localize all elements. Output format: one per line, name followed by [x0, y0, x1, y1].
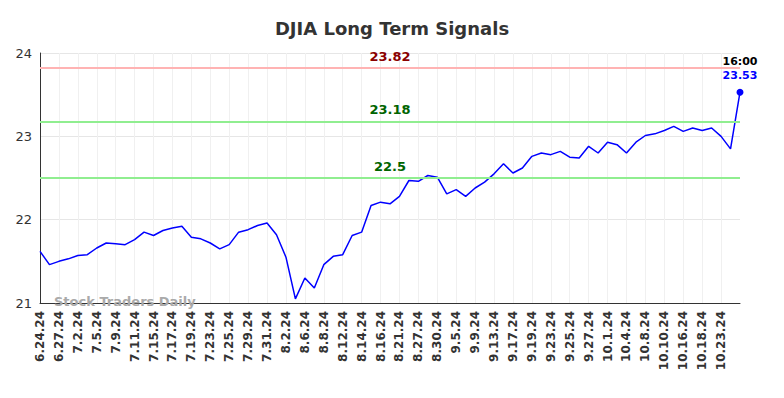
svg-text:9.25.24: 9.25.24	[563, 311, 577, 362]
svg-text:6.27.24: 6.27.24	[52, 311, 66, 362]
svg-text:23.82: 23.82	[369, 49, 410, 64]
svg-text:10.18.24: 10.18.24	[695, 311, 709, 370]
svg-text:8.27.24: 8.27.24	[411, 311, 425, 362]
svg-text:8.6.24: 8.6.24	[298, 311, 312, 354]
svg-text:10.8.24: 10.8.24	[638, 311, 652, 362]
svg-text:7.9.24: 7.9.24	[109, 311, 123, 354]
svg-text:10.1.24: 10.1.24	[601, 311, 615, 362]
svg-text:7.23.24: 7.23.24	[203, 311, 217, 362]
svg-text:22: 22	[15, 212, 32, 227]
svg-text:8.2.24: 8.2.24	[279, 311, 293, 354]
svg-text:7.2.24: 7.2.24	[71, 311, 85, 354]
svg-text:DJIA Long Term Signals: DJIA Long Term Signals	[275, 18, 509, 39]
svg-text:8.12.24: 8.12.24	[336, 311, 350, 362]
svg-text:7.31.24: 7.31.24	[260, 311, 274, 362]
svg-text:23.18: 23.18	[369, 102, 410, 117]
svg-text:8.21.24: 8.21.24	[392, 311, 406, 362]
svg-text:6.24.24: 6.24.24	[33, 311, 47, 362]
svg-text:22.5: 22.5	[374, 159, 406, 174]
svg-text:23.53: 23.53	[723, 69, 758, 82]
svg-text:10.4.24: 10.4.24	[619, 311, 633, 362]
svg-text:7.15.24: 7.15.24	[147, 311, 161, 362]
svg-text:23: 23	[15, 129, 32, 144]
svg-text:21: 21	[15, 296, 32, 311]
svg-text:9.5.24: 9.5.24	[449, 311, 463, 354]
svg-text:8.14.24: 8.14.24	[355, 311, 369, 362]
svg-text:10.16.24: 10.16.24	[676, 311, 690, 370]
svg-text:9.17.24: 9.17.24	[506, 311, 520, 362]
svg-text:9.23.24: 9.23.24	[544, 311, 558, 362]
svg-text:9.13.24: 9.13.24	[487, 311, 501, 362]
svg-text:7.25.24: 7.25.24	[222, 311, 236, 362]
svg-text:7.17.24: 7.17.24	[165, 311, 179, 362]
svg-text:9.19.24: 9.19.24	[525, 311, 539, 362]
svg-text:10.23.24: 10.23.24	[714, 311, 728, 370]
svg-text:10.10.24: 10.10.24	[657, 311, 671, 370]
svg-text:8.8.24: 8.8.24	[317, 311, 331, 354]
svg-text:24: 24	[15, 46, 32, 61]
svg-text:7.29.24: 7.29.24	[241, 311, 255, 362]
svg-text:8.16.24: 8.16.24	[374, 311, 388, 362]
svg-text:16:00: 16:00	[722, 55, 757, 68]
svg-text:9.27.24: 9.27.24	[582, 311, 596, 362]
svg-text:9.9.24: 9.9.24	[468, 311, 482, 354]
svg-text:7.11.24: 7.11.24	[128, 311, 142, 362]
svg-text:7.5.24: 7.5.24	[90, 311, 104, 354]
svg-text:8.30.24: 8.30.24	[430, 311, 444, 362]
svg-text:Stock Traders Daily: Stock Traders Daily	[54, 294, 196, 309]
svg-text:7.19.24: 7.19.24	[184, 311, 198, 362]
